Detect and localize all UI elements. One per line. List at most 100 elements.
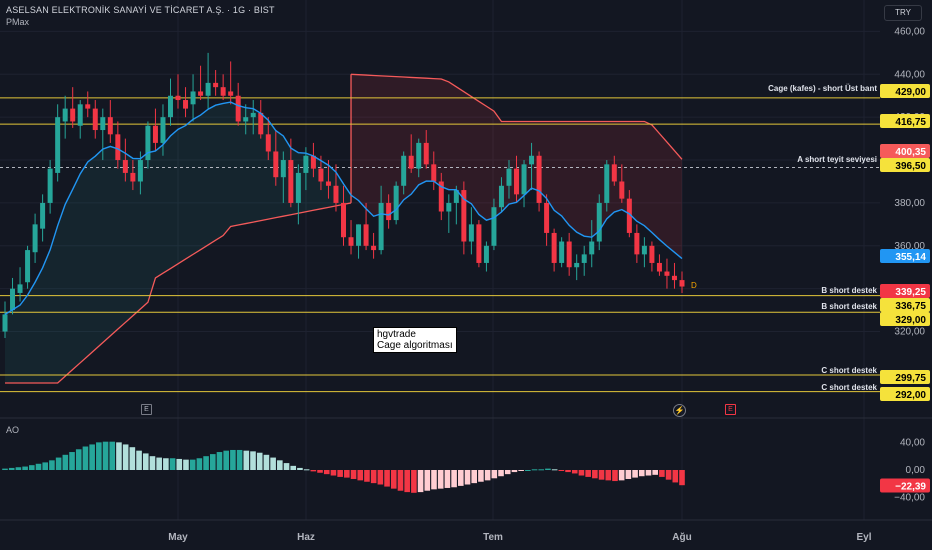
ao-bar (303, 469, 310, 471)
indicator-label[interactable]: PMax (6, 17, 30, 27)
candle (130, 172, 136, 182)
ao-bar (665, 470, 672, 480)
ao-bar (518, 470, 524, 471)
candle (581, 254, 587, 263)
ao-bar (679, 470, 685, 486)
price-badge (880, 249, 930, 263)
ao-bar (404, 470, 410, 493)
level-label: C short destek (821, 366, 877, 375)
candle (85, 104, 91, 109)
price-badge (880, 298, 930, 312)
candle (574, 262, 580, 268)
ao-bar (437, 470, 444, 489)
ao-bar (216, 452, 223, 470)
ao-bar (196, 458, 203, 470)
ao-bar (89, 444, 95, 470)
currency-badge[interactable]: TRY (884, 5, 922, 21)
candle (77, 104, 83, 126)
earnings-icon[interactable]: E (141, 404, 152, 415)
earnings-icon-red[interactable]: E (725, 404, 736, 415)
level-label: B short destek (821, 286, 877, 295)
level-label: Cage (kafes) - short Üst bant (768, 84, 877, 93)
candle (566, 241, 572, 268)
level-label: B short destek (821, 302, 877, 311)
candle (559, 241, 565, 263)
ao-bar (2, 468, 8, 470)
price-badge-label: 355,14 (895, 252, 926, 263)
candle (228, 91, 234, 96)
ao-bar (638, 470, 645, 477)
price-tick-label: 360,00 (894, 241, 925, 252)
candle (32, 224, 38, 253)
ao-tick-label: −40,00 (894, 493, 925, 504)
ao-bar (136, 450, 142, 470)
flash-icon[interactable]: ⚡ (673, 404, 686, 417)
price-tick-label: 440,00 (894, 69, 925, 80)
annotation-note[interactable]: hgvtrade Cage algoritması (373, 327, 457, 353)
candle (258, 112, 264, 135)
ao-bar (96, 442, 102, 470)
ao-bar (444, 470, 451, 488)
candle (386, 202, 392, 221)
candle (671, 275, 677, 281)
price-badge (880, 114, 930, 128)
ao-tick-label: 40,00 (900, 437, 925, 448)
ao-bar (390, 470, 397, 489)
candle (198, 91, 204, 96)
candle (506, 168, 512, 186)
candle (393, 185, 399, 221)
ao-bar (122, 444, 129, 470)
price-badge-label: 429,00 (895, 87, 926, 98)
candle (17, 284, 23, 293)
ao-current-badge (880, 478, 930, 493)
price-badge-label: 416,75 (895, 117, 926, 128)
price-badge (880, 370, 930, 384)
candle (250, 112, 256, 118)
ao-bar (350, 470, 357, 479)
ao-bar (571, 470, 578, 474)
ao-bar (484, 470, 491, 481)
ao-bar (511, 470, 518, 473)
time-tick-label: Haz (297, 532, 315, 543)
ao-bar (283, 463, 290, 470)
level-label: C short destek (821, 383, 877, 392)
candle (295, 172, 301, 203)
candle (438, 181, 444, 212)
ao-bar (458, 470, 464, 486)
ao-bar (672, 470, 679, 483)
candle (544, 202, 550, 233)
price-badge (880, 84, 930, 98)
price-tick-label: 380,00 (894, 198, 925, 209)
ao-bar (417, 470, 424, 493)
candle (70, 108, 76, 122)
ao-bar (297, 467, 303, 470)
candle (310, 155, 316, 169)
ao-bar (15, 467, 22, 470)
price-badge (880, 387, 930, 401)
ao-tick-label: 0,00 (906, 465, 926, 476)
time-tick-label: Tem (483, 532, 503, 543)
candle (243, 117, 249, 122)
time-tick-label: Ağu (672, 532, 691, 543)
candle (626, 198, 632, 233)
candle (596, 202, 602, 242)
ao-label[interactable]: AO (6, 425, 20, 435)
candle (160, 117, 166, 143)
ao-bar (42, 462, 49, 470)
ao-bar (498, 470, 504, 477)
ao-bar (236, 449, 243, 470)
dividend-marker[interactable]: D (691, 281, 697, 290)
ao-bar (578, 470, 585, 476)
ao-bar (230, 449, 236, 470)
ao-bar (49, 460, 55, 470)
ao-bar (22, 466, 28, 470)
candle (536, 155, 542, 203)
pmax-resistance-line (350, 73, 683, 160)
ao-bar (270, 457, 276, 470)
ao-bar (344, 470, 350, 478)
candle (461, 190, 467, 242)
candle (303, 155, 309, 173)
candle (47, 168, 53, 203)
ao-bar (277, 460, 283, 470)
